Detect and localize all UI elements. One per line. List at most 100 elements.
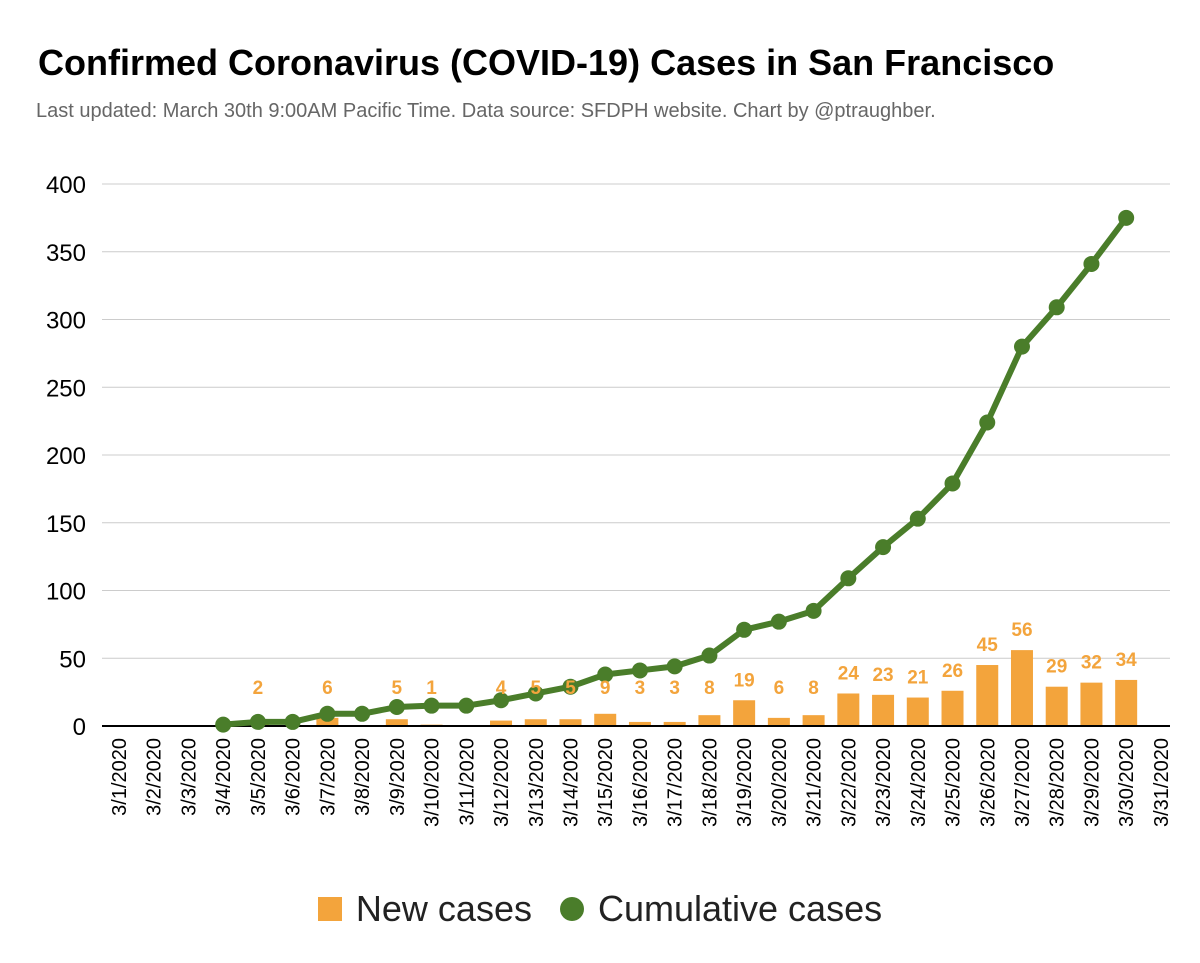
cumulative-cases-point	[1083, 255, 1100, 272]
bar-data-label: 23	[872, 665, 893, 686]
new-cases-swatch-icon	[317, 897, 342, 921]
x-tick-label: 3/17/2020	[665, 738, 687, 827]
cumulative-cases-point	[701, 647, 718, 664]
x-tick-label: 3/19/2020	[734, 738, 756, 827]
bar-new-cases	[385, 719, 408, 726]
bar-new-cases	[1010, 650, 1033, 726]
cumulative-cases-point	[805, 602, 822, 619]
bar-new-cases	[1080, 682, 1103, 726]
bar-data-label: 3	[635, 678, 646, 699]
x-tick-label: 3/23/2020	[873, 738, 895, 827]
cumulative-cases-point	[493, 692, 510, 709]
bar-new-cases	[767, 717, 790, 726]
bar-data-label: 2	[253, 678, 264, 699]
bar-new-cases	[1115, 679, 1138, 726]
bar-new-cases	[594, 713, 617, 726]
bar-new-cases	[698, 715, 721, 726]
x-tick-label: 3/16/2020	[630, 738, 652, 827]
bar-data-label: 29	[1046, 657, 1067, 678]
y-tick-label: 350	[46, 240, 86, 267]
x-tick-label: 3/25/2020	[943, 738, 965, 827]
x-tick-label: 3/2/2020	[144, 738, 166, 816]
x-tick-label: 3/9/2020	[387, 738, 409, 816]
x-tick-label: 3/20/2020	[769, 738, 791, 827]
cumulative-cases-point	[875, 539, 892, 556]
cumulative-cases-point	[215, 716, 232, 733]
cumulative-cases-point	[631, 662, 648, 679]
x-tick-label: 3/30/2020	[1116, 738, 1138, 827]
bar-new-cases	[524, 719, 547, 726]
cumulative-cases-point	[666, 658, 683, 675]
legend-label-cumulative-cases: Cumulative cases	[597, 888, 883, 929]
bar-data-label: 3	[669, 678, 680, 699]
cumulative-cases-point	[354, 705, 371, 722]
chart-title: Confirmed Coronavirus (COVID-19) Cases i…	[38, 42, 1055, 83]
cumulative-cases-point	[1048, 299, 1065, 316]
bar-data-label: 5	[392, 678, 403, 699]
x-tick-label: 3/28/2020	[1047, 738, 1069, 827]
cumulative-cases-point	[770, 613, 787, 630]
x-tick-label: 3/14/2020	[560, 738, 582, 827]
x-tick-label: 3/6/2020	[283, 738, 305, 816]
cumulative-cases-point	[527, 685, 544, 702]
cumulative-cases-point	[562, 678, 579, 695]
bar-new-cases	[837, 693, 860, 726]
legend-item-cumulative-cases[interactable]: Cumulative cases	[559, 888, 883, 930]
x-tick-label: 3/18/2020	[699, 738, 721, 827]
cumulative-cases-point	[736, 621, 753, 638]
cumulative-cases-point	[840, 570, 857, 587]
bar-new-cases	[733, 700, 756, 726]
y-tick-label: 300	[46, 308, 86, 335]
bar-data-label: 34	[1116, 650, 1138, 671]
bar-new-cases	[316, 717, 339, 726]
x-tick-label: 3/12/2020	[491, 738, 513, 827]
bar-data-label: 9	[600, 678, 611, 699]
legend: New cases Cumulative cases	[0, 888, 1200, 930]
bar-new-cases	[872, 694, 895, 726]
x-tick-label: 3/5/2020	[248, 738, 270, 816]
cumulative-cases-point	[423, 697, 440, 714]
x-tick-label: 3/10/2020	[422, 738, 444, 827]
bar-new-cases	[802, 715, 825, 726]
bar-data-label: 6	[774, 678, 785, 699]
cumulative-cases-point	[909, 510, 926, 527]
y-tick-label: 0	[73, 714, 86, 741]
bar-new-cases	[941, 690, 964, 726]
x-tick-label: 3/27/2020	[1012, 738, 1034, 827]
x-tick-label: 3/29/2020	[1081, 738, 1103, 827]
bar-data-label: 21	[907, 668, 929, 689]
bar-data-label: 32	[1081, 653, 1102, 674]
bar-data-label: 6	[322, 678, 333, 699]
y-tick-label: 50	[59, 646, 86, 673]
cumulative-cases-swatch-icon	[559, 897, 584, 921]
bar-new-cases	[976, 665, 999, 726]
y-tick-label: 250	[46, 375, 86, 402]
cumulative-cases-point	[1118, 209, 1135, 226]
y-tick-label: 200	[46, 443, 86, 470]
bar-new-cases	[663, 721, 686, 726]
x-tick-label: 3/11/2020	[456, 738, 478, 826]
x-tick-label: 3/4/2020	[213, 738, 235, 816]
cumulative-cases-point	[1013, 338, 1030, 355]
bar-data-label: 1	[426, 678, 437, 699]
cumulative-cases-point	[979, 414, 996, 431]
bar-new-cases	[559, 719, 582, 726]
bar-data-label: 19	[734, 670, 755, 691]
bar-new-cases	[1045, 686, 1068, 726]
x-tick-label: 3/1/2020	[109, 738, 131, 816]
x-tick-label: 3/7/2020	[317, 738, 339, 816]
bar-data-label: 24	[838, 663, 860, 684]
cumulative-cases-point	[319, 705, 336, 722]
legend-label-new-cases: New cases	[355, 888, 532, 929]
bar-data-label: 4	[496, 678, 507, 699]
legend-item-new-cases[interactable]: New cases	[317, 888, 532, 930]
bar-data-label: 26	[942, 661, 963, 682]
x-tick-label: 3/26/2020	[977, 738, 999, 827]
x-tick-label: 3/22/2020	[838, 738, 860, 827]
bar-new-cases	[906, 697, 929, 726]
bar-data-label: 8	[808, 678, 819, 699]
y-tick-label: 400	[46, 172, 86, 199]
bar-new-cases	[490, 720, 513, 726]
cumulative-cases-point	[284, 713, 301, 730]
cumulative-cases-point	[249, 713, 266, 730]
